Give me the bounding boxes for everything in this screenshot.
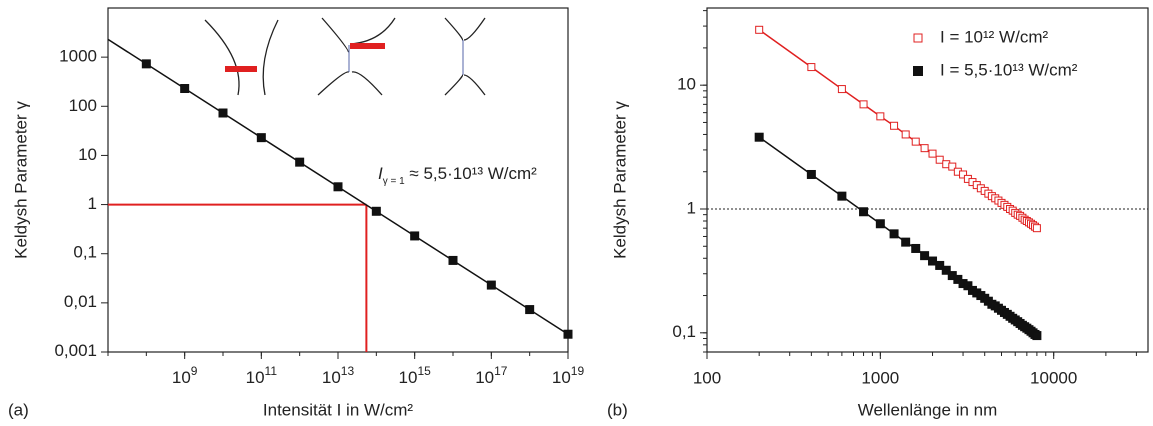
tick-base: 0,1	[672, 322, 696, 341]
panel-label: (b)	[607, 400, 628, 419]
data-point	[901, 130, 910, 139]
data-point	[935, 260, 945, 270]
data-point	[754, 132, 764, 142]
annotation: Iγ = 1 ≈ 5,5·10¹³ W/cm²	[378, 164, 537, 186]
data-point	[448, 255, 458, 265]
tick-exponent: 15	[417, 364, 431, 378]
tick-base: 0,01	[64, 292, 97, 311]
data-point	[1032, 331, 1042, 341]
inset-bar	[225, 66, 257, 72]
data-point	[295, 157, 305, 167]
data-point	[755, 25, 764, 34]
annotation-text: ≈ 5,5·10¹³ W/cm²	[405, 164, 537, 183]
y-tick-label: 0,1	[73, 243, 97, 262]
data-point	[928, 149, 937, 158]
data-point	[889, 229, 899, 239]
y-tick-label: 10	[677, 75, 696, 94]
y-tick-label: 100	[69, 96, 97, 115]
y-tick-label: 1	[88, 194, 97, 213]
data-point	[911, 137, 920, 146]
tick-base: 10	[246, 368, 265, 387]
tick-base: 10	[172, 368, 191, 387]
data-point	[180, 84, 190, 94]
data-point	[256, 133, 266, 143]
legend-marker	[913, 66, 923, 76]
x-axis-label: Wellenlänge in nm	[858, 400, 998, 419]
y-tick-label: 0,1	[672, 322, 696, 341]
data-point	[935, 155, 944, 164]
tick-base: 10	[475, 368, 494, 387]
annotation-main: I	[378, 164, 383, 183]
data-point	[963, 281, 973, 291]
tick-exponent: 9	[191, 364, 198, 378]
data-point	[876, 112, 885, 121]
inset-curve	[262, 19, 279, 96]
panel-label: (a)	[8, 400, 29, 419]
data-point	[941, 265, 951, 275]
x-tick-label: 1015	[399, 364, 432, 387]
tick-exponent: 19	[571, 364, 585, 378]
data-point	[371, 206, 381, 216]
y-tick-label: 0,001	[54, 341, 97, 360]
annotation-sub: γ = 1	[383, 176, 405, 187]
x-tick-label: 1013	[322, 364, 355, 387]
legend-label: I = 5,5·10¹³ W/cm²	[940, 60, 1078, 79]
data-point	[837, 85, 846, 94]
x-tick-label: 10000	[1030, 368, 1077, 387]
data-point	[525, 305, 535, 315]
tick-base: 10	[322, 368, 341, 387]
data-point	[333, 182, 343, 192]
x-tick-label: 1017	[475, 364, 508, 387]
inset-curve	[444, 17, 486, 96]
data-point	[920, 144, 929, 153]
data-point	[859, 207, 869, 217]
inset-diagrams	[204, 17, 486, 96]
x-tick-label: 1011	[246, 364, 278, 387]
data-point	[920, 251, 930, 261]
x-tick-label: 100	[693, 368, 721, 387]
tick-base: 10	[399, 368, 418, 387]
inset-curve	[204, 19, 240, 96]
y-tick-label: 1	[687, 198, 696, 217]
data-point	[890, 121, 899, 130]
y-axis-label: Keldysh Parameter γ	[610, 101, 629, 259]
tick-exponent: 13	[341, 364, 355, 378]
data-point	[1032, 224, 1041, 233]
data-point	[141, 59, 151, 69]
inset-bar	[350, 43, 385, 49]
x-tick-label: 1019	[552, 364, 585, 387]
data-point	[859, 100, 868, 109]
data-point	[875, 219, 885, 229]
data-point	[837, 191, 847, 201]
data-point	[486, 280, 496, 290]
y-tick-label: 0,01	[64, 292, 97, 311]
tick-base: 10	[552, 368, 571, 387]
y-tick-label: 1000	[59, 47, 97, 66]
x-axis-label: Intensität I in W/cm²	[263, 400, 414, 419]
data-point	[901, 237, 911, 247]
plot-frame	[706, 7, 1149, 353]
x-tick-label: 1000	[861, 368, 899, 387]
data-point	[410, 231, 420, 241]
y-axis-label: Keldysh Parameter γ	[11, 101, 30, 259]
data-point	[807, 63, 816, 72]
tick-exponent: 11	[265, 364, 278, 378]
data-point	[563, 329, 573, 339]
data-point	[948, 162, 957, 171]
data-point	[911, 243, 921, 253]
y-tick-label: 10	[78, 145, 97, 164]
data-point	[218, 108, 228, 118]
legend-label: I = 10¹² W/cm²	[940, 27, 1048, 46]
data-point	[959, 170, 968, 179]
tick-base: 0,1	[73, 243, 97, 262]
x-tick-label: 109	[172, 364, 198, 387]
data-point	[806, 169, 816, 179]
inset-curve	[317, 71, 383, 96]
tick-exponent: 17	[494, 364, 508, 378]
legend-marker	[913, 33, 923, 43]
tick-base: 0,001	[54, 341, 97, 360]
